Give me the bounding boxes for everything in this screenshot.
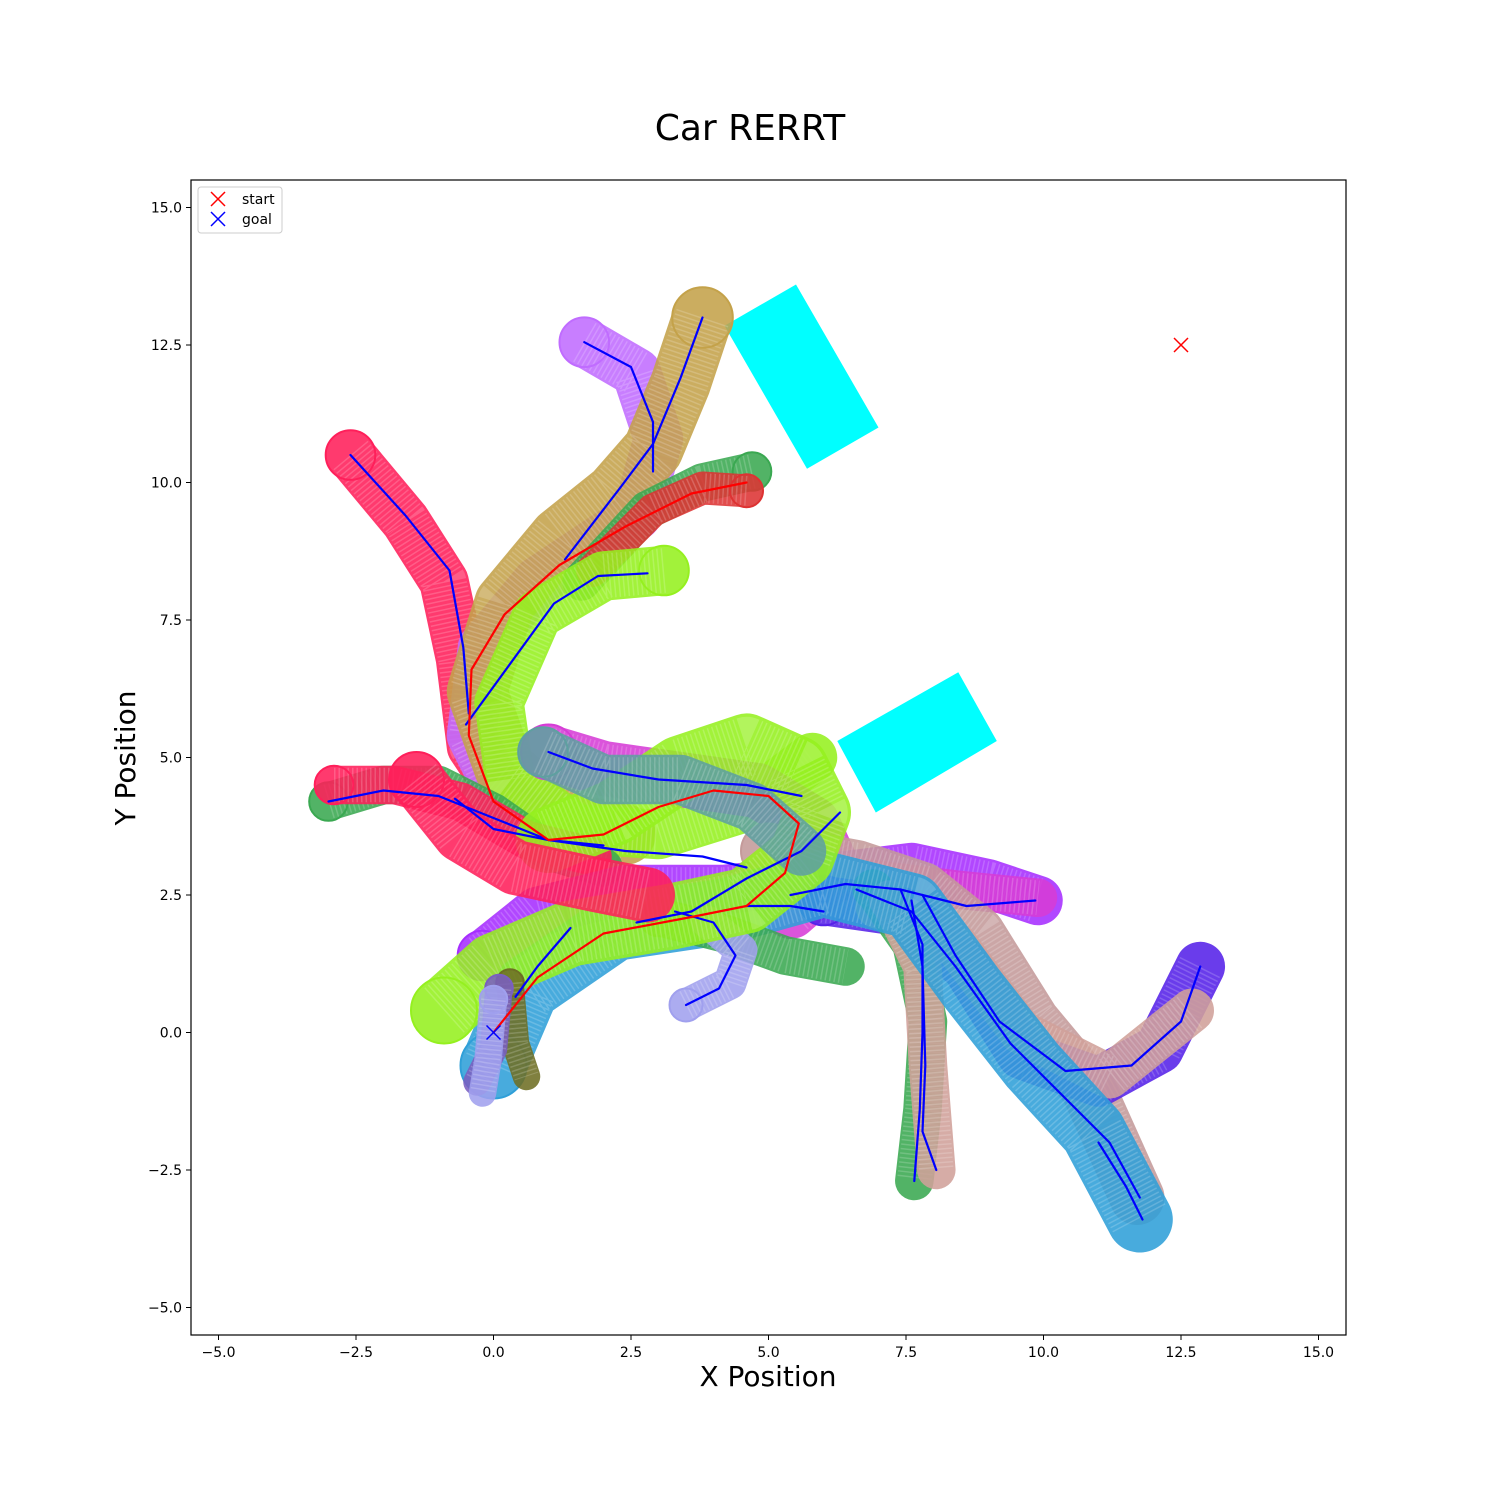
funnel-21 — [388, 751, 675, 923]
x-tick-label: 7.5 — [895, 1345, 917, 1361]
funnel-body — [576, 471, 763, 587]
funnel-end-ellipse — [671, 286, 734, 349]
plot-area — [190, 179, 1347, 1336]
trajectory-11 — [745, 904, 825, 913]
trajectory-2 — [583, 341, 655, 473]
x-tick-label: 2.5 — [620, 1345, 642, 1361]
start-legend-x — [210, 191, 226, 207]
funnel-end-ellipse — [668, 987, 704, 1023]
x-tick-label: 10.0 — [1028, 1345, 1059, 1361]
trajectory-8 — [514, 926, 572, 998]
legend-label-start: start — [242, 192, 275, 208]
trajectory-6 — [547, 750, 803, 798]
start-marker — [1173, 337, 1189, 353]
x-tick-label: 5.0 — [757, 1345, 779, 1361]
funnel-25 — [468, 984, 509, 1107]
y-tick-label: 0.0 — [160, 1026, 182, 1042]
goal-marker — [485, 1024, 502, 1041]
legend: start goal — [197, 186, 283, 234]
trajectory-16 — [855, 888, 1141, 1199]
y-tick-label: 5.0 — [160, 751, 182, 767]
funnel-end-ellipse — [410, 976, 478, 1045]
trajectory-15 — [921, 893, 1202, 1073]
funnel-body — [518, 727, 827, 876]
trajectory-3 — [563, 316, 704, 561]
funnel-hatch — [333, 440, 572, 859]
x-tick-label: −2.5 — [339, 1345, 373, 1361]
funnel-end-ellipse — [558, 316, 611, 369]
trajectory-10 — [673, 910, 737, 1007]
x-axis-label: X Position — [699, 1360, 836, 1393]
y-tick-label: 7.5 — [160, 613, 182, 629]
funnel-body — [468, 985, 508, 1107]
legend-label-goal: goal — [242, 212, 272, 228]
y-tick-label: −5.0 — [148, 1301, 182, 1317]
legend-entry-start: start — [210, 191, 275, 208]
y-tick-label: 15.0 — [151, 201, 182, 217]
y-axis-label: Y Position — [109, 690, 142, 826]
data-layer — [308, 284, 1226, 1253]
x-tick-label: 12.5 — [1165, 1345, 1196, 1361]
goal-legend-x — [210, 211, 226, 227]
trajectory-9 — [635, 811, 842, 924]
obstacle-1 — [724, 284, 879, 469]
funnel-end-ellipse — [517, 726, 569, 778]
x-tick-label: 0.0 — [482, 1345, 504, 1361]
funnel-22 — [517, 726, 827, 876]
x-tick-label: −5.0 — [202, 1345, 236, 1361]
y-tick-label: 2.5 — [160, 888, 182, 904]
funnel-end-ellipse — [729, 473, 764, 509]
x-tick-label: 15.0 — [1303, 1345, 1334, 1361]
x-axis-ticks: −5.0 −2.5 0.0 2.5 5.0 7.5 10.0 12.5 15.0 — [202, 1335, 1334, 1361]
funnel-5 — [576, 471, 764, 587]
funnel-body — [496, 969, 541, 1091]
funnel-end-ellipse — [638, 544, 690, 597]
legend-marker-start — [210, 191, 226, 207]
y-tick-label: 12.5 — [151, 338, 182, 354]
funnel-end-ellipse — [324, 429, 377, 481]
obstacle-2 — [837, 672, 997, 813]
funnel-end-ellipse — [388, 751, 445, 808]
chart-title: Car RERRT — [655, 108, 847, 149]
y-axis-ticks: −5.0 −2.5 0.0 2.5 5.0 7.5 10.0 12.5 15.0 — [148, 201, 191, 1317]
trajectory-17 — [1097, 1141, 1144, 1221]
funnel-end-ellipse — [478, 984, 509, 1015]
trajectory-1 — [349, 453, 470, 715]
trajectory-7 — [453, 797, 748, 869]
y-tick-label: 10.0 — [151, 476, 182, 492]
funnel-hatch — [869, 888, 1205, 1097]
funnel-end-ellipse — [313, 764, 355, 806]
legend-marker-goal — [210, 211, 226, 227]
solution-path — [467, 481, 800, 1034]
trajectory-4 — [464, 572, 649, 726]
y-tick-label: −2.5 — [148, 1163, 182, 1179]
funnel-body — [389, 752, 675, 923]
funnel-hatch — [476, 548, 826, 857]
trajectory-14 — [910, 899, 938, 1172]
legend-entry-goal: goal — [210, 211, 272, 228]
